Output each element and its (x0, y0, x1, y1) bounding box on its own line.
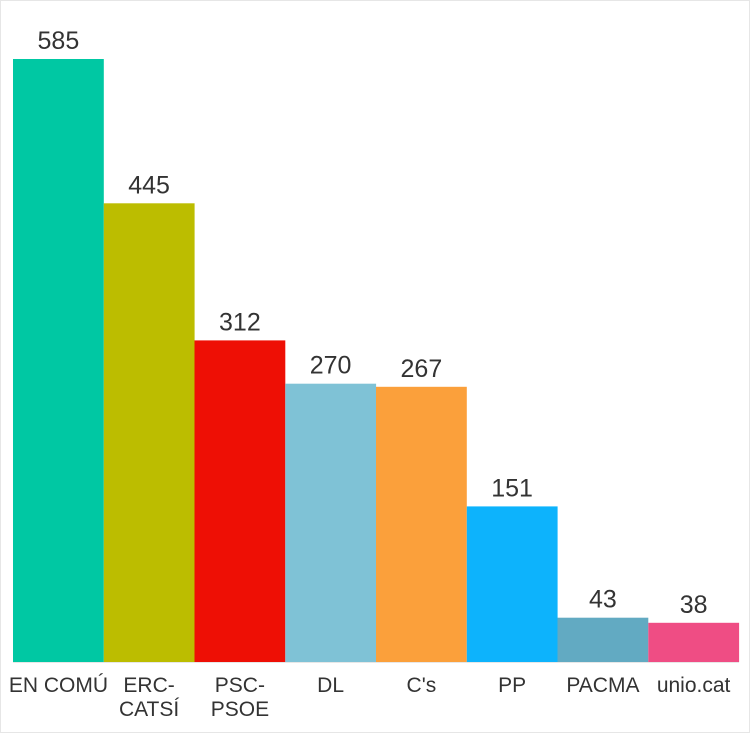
category-label-2: ERC-CATSÍ (119, 674, 179, 721)
value-label-3: 312 (219, 308, 261, 336)
bar-1 (13, 59, 104, 662)
category-label-5: C's (407, 674, 437, 697)
category-label-7: PACMA (566, 674, 639, 697)
bar-8 (648, 622, 740, 662)
value-label-7: 43 (589, 586, 617, 614)
value-label-8: 38 (680, 591, 708, 619)
category-label-8: unio.cat (657, 674, 731, 697)
bar-6 (466, 506, 558, 662)
bar-3 (194, 340, 286, 662)
value-label-4: 270 (310, 352, 352, 380)
category-label-6: PP (498, 674, 526, 697)
value-label-1: 585 (38, 27, 80, 55)
bar-4 (285, 383, 377, 662)
value-label-2: 445 (128, 171, 170, 199)
bar-2 (103, 203, 195, 663)
bar-7 (557, 617, 649, 662)
bar-5 (376, 386, 467, 662)
category-label-4: DL (317, 674, 344, 697)
value-label-6: 151 (491, 474, 533, 502)
category-label-3: PSC-PSOE (211, 674, 269, 721)
value-label-5: 267 (401, 355, 443, 383)
category-label-1: EN COMÚ (9, 674, 108, 697)
